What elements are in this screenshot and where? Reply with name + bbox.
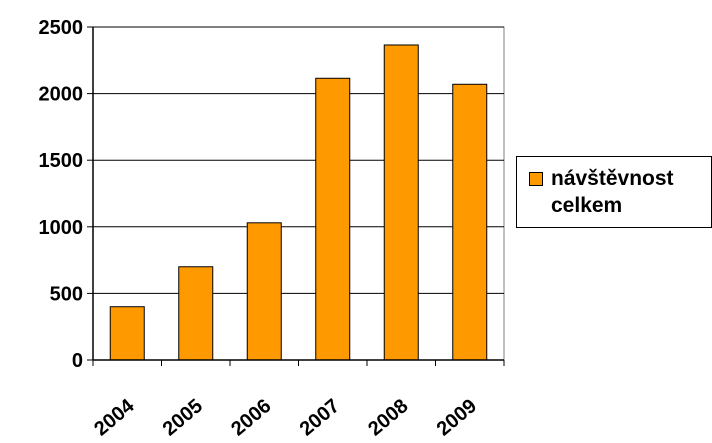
x-tick-label: 2008 — [364, 395, 412, 440]
y-tick-label: 0 — [72, 350, 83, 372]
legend-swatch — [529, 172, 543, 186]
y-tick-label: 500 — [50, 283, 83, 305]
y-tick-label: 1000 — [39, 217, 84, 239]
bar-2004 — [109, 306, 145, 361]
bar-2008 — [383, 44, 419, 361]
x-tick-label: 2009 — [433, 395, 481, 440]
bar-2009 — [452, 83, 488, 361]
plot-area — [92, 26, 505, 361]
y-tick-label: 1500 — [39, 150, 84, 172]
x-axis-ticks: 2004 2005 2006 2007 2008 2009 — [90, 360, 505, 440]
x-tick-label: 2004 — [90, 394, 139, 440]
y-tick-label: 2500 — [39, 17, 84, 39]
bars — [109, 44, 488, 361]
legend-label: návštěvnost celkem — [551, 167, 674, 217]
y-axis-ticks: 0 500 1000 1500 2000 2500 — [39, 17, 93, 372]
gridlines — [93, 26, 504, 294]
x-tick-label: 2007 — [296, 395, 344, 440]
x-tick-label: 2005 — [159, 395, 207, 440]
legend: návštěvnost celkem — [516, 156, 712, 228]
bar-2007 — [315, 77, 351, 361]
bar-2005 — [178, 266, 214, 361]
y-tick-label: 2000 — [39, 84, 84, 106]
bar-2006 — [246, 222, 282, 361]
x-tick-label: 2006 — [227, 395, 275, 440]
